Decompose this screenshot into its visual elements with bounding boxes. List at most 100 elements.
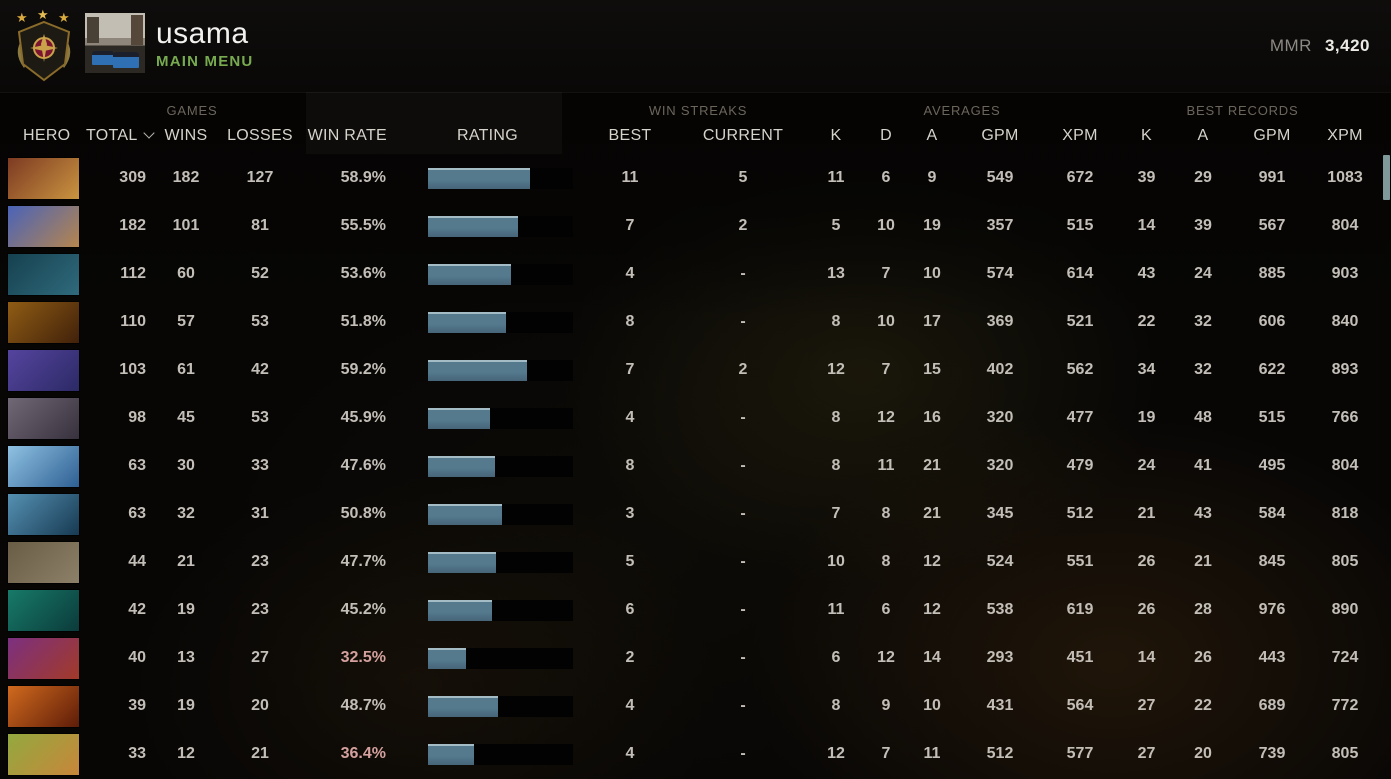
col-best-streak[interactable]: BEST — [608, 127, 652, 144]
col-hero[interactable]: HERO — [23, 127, 71, 144]
hero-row[interactable]: 39 19 20 48.7% 4 - 8 9 10 431 564 27 22 … — [0, 682, 1391, 730]
rank-medal-icon: ★ ★ ★ — [11, 7, 77, 84]
scrollbar-thumb[interactable] — [1383, 155, 1390, 200]
best-xpm: 890 — [1331, 601, 1359, 618]
hero-row[interactable]: 33 12 21 36.4% 4 - 12 7 11 512 577 27 20… — [0, 730, 1391, 778]
best-streak: 4 — [625, 745, 635, 762]
best-gpm: 567 — [1258, 217, 1286, 234]
col-rating[interactable]: RATING — [456, 127, 519, 144]
best-assists: 39 — [1194, 217, 1212, 234]
avatar-detail — [131, 15, 143, 45]
hero-row[interactable]: 103 61 42 59.2% 7 2 12 7 15 402 562 34 3… — [0, 346, 1391, 394]
scrollbar[interactable] — [1383, 155, 1390, 777]
hero-row[interactable]: 110 57 53 51.8% 8 - 8 10 17 369 521 22 3… — [0, 298, 1391, 346]
hero-row[interactable]: 63 32 31 50.8% 3 - 7 8 21 345 512 21 43 … — [0, 490, 1391, 538]
avg-assists: 17 — [923, 313, 941, 330]
avg-kills: 5 — [831, 217, 841, 234]
avg-gpm: 320 — [986, 457, 1014, 474]
rating-bar-fill — [428, 743, 475, 765]
total-games: 40 — [128, 649, 146, 666]
col-best-k[interactable]: K — [1141, 127, 1152, 144]
col-losses[interactable]: LOSSES — [227, 127, 293, 144]
hero-row[interactable]: 44 21 23 47.7% 5 - 10 8 12 524 551 26 21… — [0, 538, 1391, 586]
best-kills: 26 — [1137, 601, 1156, 618]
hero-row[interactable]: 63 30 33 47.6% 8 - 8 11 21 320 479 24 41… — [0, 442, 1391, 490]
avg-kills: 13 — [827, 265, 845, 282]
col-wins[interactable]: WINS — [164, 127, 208, 144]
best-assists: 26 — [1194, 649, 1212, 666]
best-gpm: 495 — [1258, 457, 1286, 474]
losses: 52 — [251, 265, 269, 282]
best-assists: 43 — [1194, 505, 1212, 522]
rating-bar-fill — [428, 455, 495, 477]
current-streak: - — [740, 505, 746, 522]
avg-kills: 11 — [827, 169, 845, 186]
losses: 27 — [251, 649, 269, 666]
hero-portrait — [8, 157, 79, 199]
best-assists: 24 — [1194, 265, 1212, 282]
best-streak: 4 — [625, 409, 635, 426]
col-win-rate[interactable]: WIN RATE — [307, 127, 387, 144]
col-best-gpm[interactable]: GPM — [1253, 127, 1291, 144]
rating-cell — [390, 263, 585, 285]
avg-xpm: 551 — [1066, 553, 1094, 570]
wins: 19 — [177, 697, 195, 714]
hero-row[interactable]: 112 60 52 53.6% 4 - 13 7 10 574 614 43 2… — [0, 250, 1391, 298]
best-gpm: 976 — [1258, 601, 1286, 618]
avg-gpm: 549 — [986, 169, 1014, 186]
hero-portrait — [8, 493, 79, 535]
avg-xpm: 672 — [1066, 169, 1094, 186]
avg-xpm: 577 — [1066, 745, 1094, 762]
col-avg-xpm[interactable]: XPM — [1062, 127, 1098, 144]
hero-row[interactable]: 182 101 81 55.5% 7 2 5 10 19 357 515 14 … — [0, 202, 1391, 250]
wins: 32 — [177, 505, 195, 522]
best-gpm: 584 — [1258, 505, 1286, 522]
losses: 127 — [246, 169, 274, 186]
hero-portrait — [8, 445, 79, 487]
rating-bar-fill — [428, 407, 491, 429]
total-games: 110 — [120, 313, 146, 330]
rating-cell — [390, 407, 585, 429]
current-streak: - — [740, 697, 746, 714]
rating-bar-fill — [428, 311, 507, 333]
hero-cell — [0, 397, 86, 439]
hero-portrait — [8, 301, 79, 343]
rating-bar-fill — [428, 215, 518, 237]
best-kills: 27 — [1137, 745, 1156, 762]
col-avg-a[interactable]: A — [926, 127, 938, 144]
total-games: 44 — [128, 553, 146, 570]
total-games: 103 — [119, 361, 146, 378]
rating-bar-fill — [428, 695, 498, 717]
col-avg-k[interactable]: K — [830, 127, 842, 144]
hero-row[interactable]: 42 19 23 45.2% 6 - 11 6 12 538 619 26 28… — [0, 586, 1391, 634]
player-id-block: usama MAIN MENU — [156, 18, 254, 71]
best-gpm: 991 — [1258, 169, 1286, 186]
col-best-xpm[interactable]: XPM — [1327, 127, 1363, 144]
wins: 19 — [177, 601, 195, 618]
avg-gpm: 402 — [986, 361, 1014, 378]
avg-gpm: 357 — [986, 217, 1014, 234]
total-games: 33 — [128, 745, 146, 762]
col-avg-gpm[interactable]: GPM — [981, 127, 1019, 144]
main-menu-link[interactable]: MAIN MENU — [156, 53, 254, 70]
hero-row[interactable]: 309 182 127 58.9% 11 5 11 6 9 549 672 39… — [0, 154, 1391, 202]
best-streak: 3 — [625, 505, 635, 522]
col-best-a[interactable]: A — [1197, 127, 1209, 144]
avg-kills: 8 — [831, 409, 841, 426]
current-streak: - — [740, 649, 746, 666]
best-assists: 28 — [1194, 601, 1212, 618]
avg-assists: 21 — [923, 457, 941, 474]
hero-cell — [0, 349, 86, 391]
hero-row[interactable]: 40 13 27 32.5% 2 - 6 12 14 293 451 14 26… — [0, 634, 1391, 682]
col-avg-d[interactable]: D — [880, 127, 892, 144]
rating-bar-track — [428, 695, 573, 717]
rating-cell — [390, 743, 585, 765]
hero-row[interactable]: 98 45 53 45.9% 4 - 8 12 16 320 477 19 48… — [0, 394, 1391, 442]
avatar[interactable] — [85, 13, 145, 73]
rating-bar-track — [428, 743, 573, 765]
best-gpm: 622 — [1258, 361, 1286, 378]
col-current-streak[interactable]: CURRENT — [702, 127, 784, 144]
win-rate: 55.5% — [340, 217, 386, 234]
col-total[interactable]: TOTAL — [86, 127, 155, 145]
